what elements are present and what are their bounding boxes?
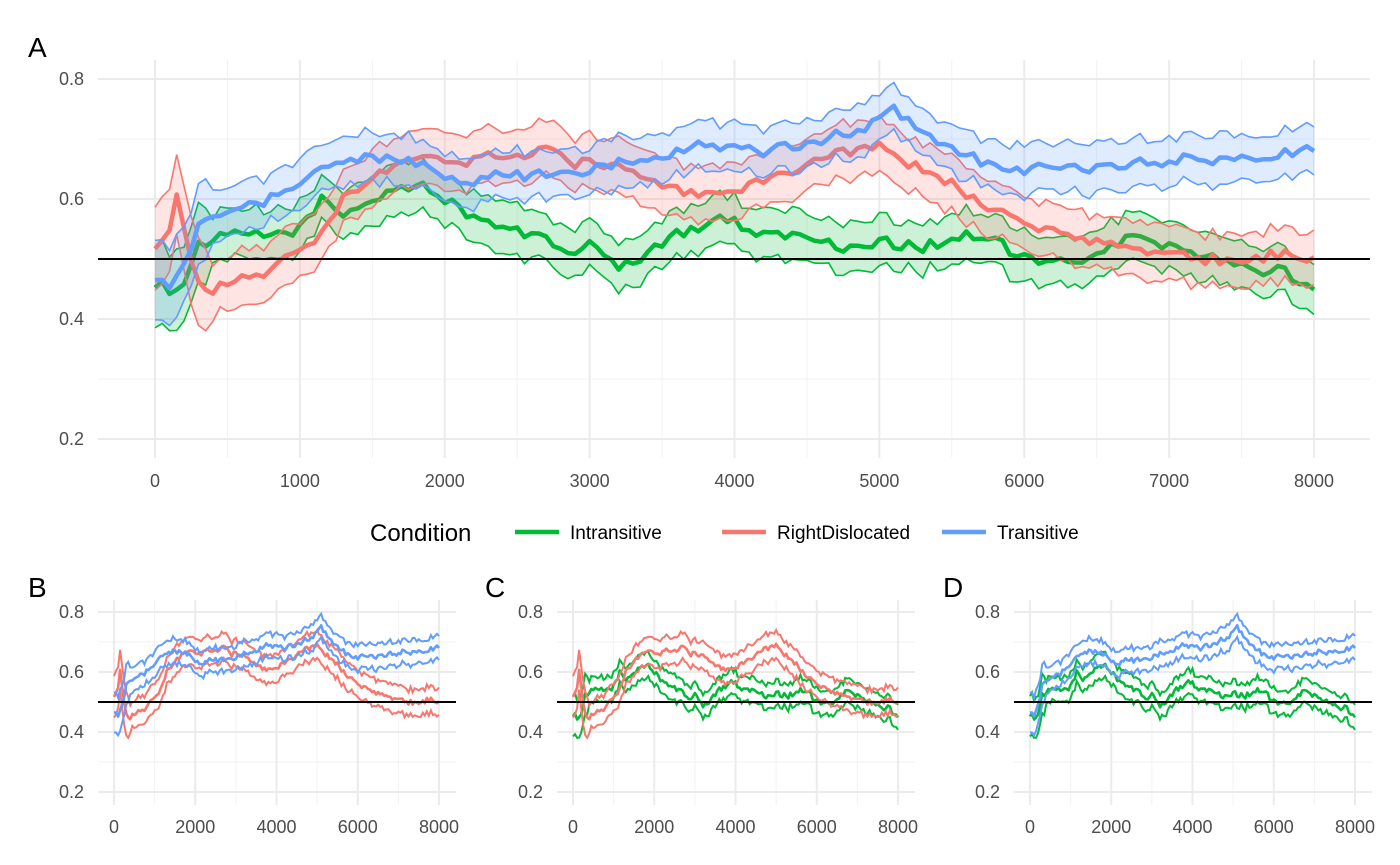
- x-tick-label: 3000: [570, 471, 610, 491]
- legend-label: Transitive: [997, 523, 1079, 544]
- confidence-band: [155, 115, 1314, 331]
- y-tick-label: 0.4: [518, 722, 543, 742]
- band-upper-line: [154, 81, 1315, 253]
- x-tick-label: 6000: [1254, 817, 1294, 837]
- series-transitive: [113, 611, 440, 738]
- x-tick-label: 6000: [1004, 471, 1044, 491]
- band-lower-line: [113, 656, 440, 740]
- band-lower-line: [1029, 634, 1356, 738]
- legend-label: Intransitive: [570, 523, 662, 544]
- y-tick-label: 0.8: [518, 602, 543, 622]
- band-upper-line: [154, 113, 1315, 268]
- band-upper-line: [113, 627, 440, 709]
- panel-b: B 0 2000 4000 6000 8000 0.2 0.4 0.6 0.8: [28, 572, 459, 837]
- x-tick-label: 0: [109, 817, 119, 837]
- band-lower-line: [154, 169, 1315, 332]
- x-tick-label: 2000: [1091, 817, 1131, 837]
- x-tick-label: 0: [150, 471, 160, 491]
- y-tick-label: 0.2: [59, 782, 84, 802]
- band-lower-line: [1029, 673, 1356, 739]
- series-intransitive: [1028, 650, 1357, 739]
- x-tick-label: 8000: [1335, 817, 1375, 837]
- y-tick-label: 0.8: [59, 602, 84, 622]
- x-tick-label: 8000: [878, 817, 918, 837]
- x-tick-label: 4000: [256, 817, 296, 837]
- x-tick-label: 2000: [175, 817, 215, 837]
- x-tick-label: 5000: [859, 471, 899, 491]
- mean-line: [1030, 623, 1356, 718]
- x-tick-label: 2000: [425, 471, 465, 491]
- band-lower-line: [572, 673, 899, 739]
- x-tick-label: 0: [1025, 817, 1035, 837]
- panel-letter: A: [28, 32, 47, 63]
- mean-line: [571, 642, 899, 721]
- mean-line: [1028, 662, 1357, 721]
- mean-line: [154, 103, 1316, 291]
- band-upper-line: [572, 627, 899, 709]
- panel-letter: C: [485, 572, 505, 603]
- x-tick-label: 2000: [634, 817, 674, 837]
- legend-title: Condition: [370, 520, 471, 547]
- band-lower-line: [154, 127, 1315, 327]
- panel-letter: D: [943, 572, 963, 603]
- confidence-band: [155, 82, 1314, 326]
- series-rightdislocated: [571, 627, 899, 740]
- panel-d: D 0 2000 4000 6000 8000 0.2 0.4 0.6 0.8: [943, 572, 1375, 837]
- y-tick-label: 0.4: [59, 309, 84, 329]
- series-transitive: [1029, 611, 1356, 738]
- x-tick-label: 4000: [1172, 817, 1212, 837]
- panel-c: C 0 2000 4000 6000 8000 0.2 0.4 0.6 0.8: [485, 572, 918, 837]
- y-tick-label: 0.6: [975, 662, 1000, 682]
- y-tick-label: 0.8: [59, 69, 84, 89]
- band-upper-line: [113, 611, 440, 702]
- y-tick-label: 0.4: [59, 722, 84, 742]
- mean-line: [571, 662, 900, 721]
- band-upper-line: [1029, 611, 1356, 702]
- y-tick-label: 0.6: [59, 189, 84, 209]
- legend: Condition Intransitive RightDislocated Tran…: [370, 520, 1079, 547]
- y-tick-label: 0.8: [975, 602, 1000, 622]
- x-tick-label: 1000: [280, 471, 320, 491]
- x-tick-label: 8000: [1294, 471, 1334, 491]
- band-lower-line: [113, 634, 440, 738]
- y-tick-label: 0.6: [59, 662, 84, 682]
- y-tick-label: 0.4: [975, 722, 1000, 742]
- band-upper-line: [1029, 650, 1356, 706]
- mean-line: [114, 623, 440, 718]
- mean-line: [112, 642, 440, 721]
- x-tick-label: 7000: [1149, 471, 1189, 491]
- x-tick-label: 4000: [715, 817, 755, 837]
- x-tick-label: 6000: [338, 817, 378, 837]
- mean-line: [153, 140, 1316, 296]
- band-lower-line: [154, 205, 1315, 332]
- y-tick-label: 0.6: [518, 662, 543, 682]
- series-rightdislocated: [112, 627, 440, 740]
- panel-letter: B: [28, 572, 47, 603]
- y-tick-label: 0.2: [59, 429, 84, 449]
- panel-a: A 0 1000 2000 3000 4000 5000 6000 7000 8000 0.2 0.4…: [28, 32, 1370, 491]
- x-tick-label: 8000: [419, 817, 459, 837]
- series-transitive: [154, 81, 1316, 327]
- y-tick-label: 0.2: [518, 782, 543, 802]
- series-rightdislocated: [153, 113, 1316, 332]
- mean-line: [153, 180, 1316, 297]
- y-tick-label: 0.2: [975, 782, 1000, 802]
- x-tick-label: 4000: [714, 471, 754, 491]
- band-lower-line: [572, 656, 899, 740]
- x-tick-label: 6000: [797, 817, 837, 837]
- legend-label: RightDislocated: [777, 523, 910, 544]
- x-tick-label: 0: [568, 817, 578, 837]
